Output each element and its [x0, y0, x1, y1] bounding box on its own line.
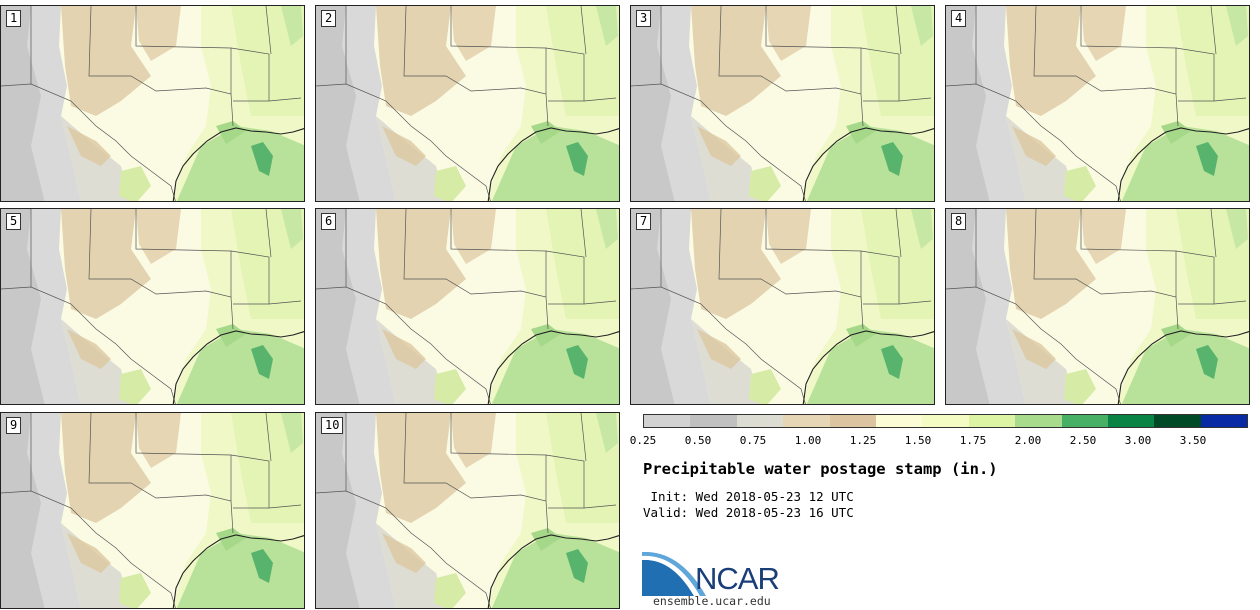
- map-panel-4: 4: [945, 5, 1250, 202]
- legend-swatch-10: [1061, 415, 1108, 427]
- member-number-badge: 4: [951, 10, 967, 27]
- legend-swatch-13: [1200, 415, 1248, 427]
- ncar-logo-icon: [642, 552, 706, 596]
- map-panel-6: 6: [315, 208, 620, 405]
- legend-swatch-8: [968, 415, 1016, 427]
- legend-swatch-12: [1154, 415, 1201, 427]
- precipitable-water-map: [316, 6, 619, 201]
- legend-swatch-3: [736, 415, 784, 427]
- legend-tick-label: 1.00: [794, 434, 822, 447]
- member-number-badge: 9: [6, 417, 22, 434]
- map-panel-9: 9: [0, 412, 305, 609]
- precipitable-water-map: [316, 209, 619, 404]
- member-number-badge: 8: [951, 213, 967, 230]
- chart-title: Precipitable water postage stamp (in.): [643, 460, 998, 478]
- precipitable-water-map: [1, 413, 304, 608]
- legend-swatch-1: [644, 415, 691, 427]
- member-number-badge: 7: [636, 213, 652, 230]
- precipitable-water-map: [946, 209, 1249, 404]
- map-panel-10: 10: [315, 412, 620, 609]
- precipitable-water-map: [1, 209, 304, 404]
- member-number-badge: 3: [636, 10, 652, 27]
- legend-tick-label: 1.50: [904, 434, 932, 447]
- legend-swatch-7: [922, 415, 969, 427]
- ncar-logo-text: NCAR: [695, 561, 780, 596]
- legend-tick-label: 2.00: [1014, 434, 1042, 447]
- precipitable-water-map: [316, 413, 619, 608]
- legend-tick-label: 0.25: [629, 434, 657, 447]
- map-panel-5: 5: [0, 208, 305, 405]
- legend-tick-label: 0.50: [684, 434, 712, 447]
- member-number-badge: 5: [6, 213, 22, 230]
- legend-swatch-4: [783, 415, 830, 427]
- color-legend: 0.25 0.50 0.75 1.00 1.25 1.50 1.75 2.00 2.50 3.00…: [630, 414, 1248, 447]
- legend-swatch-2: [690, 415, 737, 427]
- precipitable-water-map: [631, 6, 934, 201]
- valid-time: Valid: Wed 2018-05-23 16 UTC: [643, 505, 854, 520]
- legend-swatch-6: [875, 415, 923, 427]
- member-number-badge: 6: [321, 213, 337, 230]
- precipitable-water-map: [946, 6, 1249, 201]
- website-url: ensemble.ucar.edu: [653, 594, 771, 608]
- legend-tick-label: 0.75: [739, 434, 767, 447]
- member-number-badge: 2: [321, 10, 337, 27]
- legend-tick-label: 2.50: [1069, 434, 1097, 447]
- legend-tick-label: 1.25: [849, 434, 877, 447]
- member-number-badge: 10: [321, 417, 344, 434]
- map-panel-1: 1: [0, 5, 305, 202]
- legend-color-bar: [643, 414, 1248, 428]
- map-panel-3: 3: [630, 5, 935, 202]
- map-panel-7: 7: [630, 208, 935, 405]
- member-number-badge: 1: [6, 10, 22, 27]
- map-panel-2: 2: [315, 5, 620, 202]
- legend-tick-label: 3.50: [1179, 434, 1207, 447]
- precipitable-water-map: [631, 209, 934, 404]
- legend-swatch-5: [829, 415, 876, 427]
- legend-swatch-9: [1015, 415, 1062, 427]
- map-panel-8: 8: [945, 208, 1250, 405]
- legend-tick-label: 1.75: [959, 434, 987, 447]
- init-time: Init: Wed 2018-05-23 12 UTC: [643, 489, 854, 504]
- legend-tick-label: 3.00: [1124, 434, 1152, 447]
- precipitable-water-map: [1, 6, 304, 201]
- legend-swatch-11: [1107, 415, 1155, 427]
